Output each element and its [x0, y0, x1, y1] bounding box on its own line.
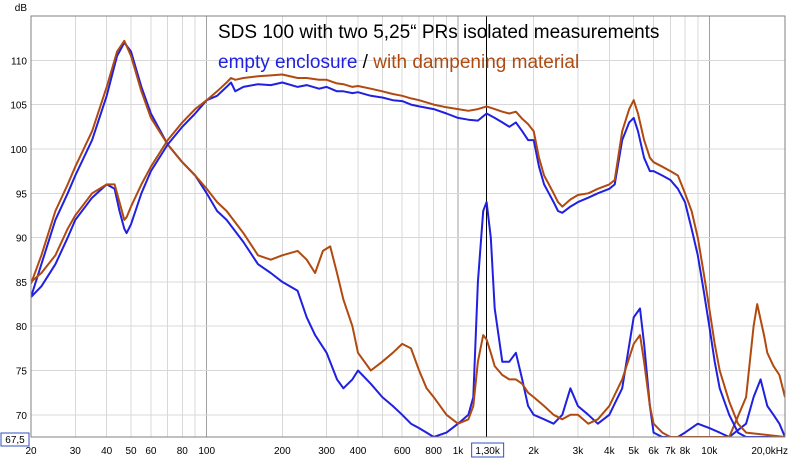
y-axis-label: dB — [15, 3, 28, 14]
grid — [31, 16, 785, 437]
y-tick-label: 90 — [16, 234, 28, 245]
y-min-readout-text: 67,5 — [5, 435, 25, 446]
x-cursor-readout: 1,30k — [471, 442, 505, 458]
y-tick-label: 85 — [16, 278, 28, 289]
axis-layer: 70 75 80 85 90 95 100 105 110 dB 67,520 30 40 50 60 80 1… — [0, 3, 788, 458]
legend-empty-enclosure: empty enclosure — [218, 52, 357, 73]
chart-subtitle: empty enclosure / with dampening materia… — [218, 52, 579, 73]
x-cursor-readout-box — [471, 442, 505, 458]
x-tick-label: 600 — [394, 446, 411, 457]
x-tick-label: 2k — [528, 446, 540, 457]
y-tick-label: 100 — [10, 145, 27, 156]
x-tick-label: 10k — [701, 446, 718, 457]
x-tick-label: 400 — [350, 446, 367, 457]
legend-separator: / — [357, 52, 373, 73]
y-tick-label: 105 — [10, 101, 27, 112]
y-tick-label: 110 — [11, 56, 27, 67]
plot-frame — [30, 15, 786, 438]
x-tick-label: 3k — [573, 446, 585, 457]
x-tick-label: 100 — [198, 446, 215, 457]
x-tick-label: 20 — [25, 446, 37, 457]
legend-with-dampening: with dampening material — [372, 52, 579, 73]
series-line-pr-damped — [31, 73, 785, 437]
x-tick-label: 5k — [628, 446, 640, 457]
x-tick-label: 7k — [665, 446, 677, 457]
y-tick-label: 75 — [16, 367, 28, 378]
x-tick-label: 6k — [648, 446, 660, 457]
y-tick-label: 80 — [16, 322, 28, 333]
y-tick-label: 95 — [16, 189, 28, 200]
y-min-readout: 67,5 — [0, 432, 30, 447]
x-tick-label: 8k — [680, 446, 692, 457]
x-tick-label: 20,0kHz — [751, 446, 788, 457]
x-tick-label: 30 — [70, 446, 82, 457]
x-tick-label: 80 — [177, 446, 189, 457]
x-tick-label: 4k — [604, 446, 616, 457]
x-tick-label: 800 — [425, 446, 442, 457]
x-tick-label: 50 — [125, 446, 137, 457]
title-layer: SDS 100 with two 5,25“ PRs isolated meas… — [218, 22, 659, 73]
x-tick-label: 200 — [274, 446, 291, 457]
series-line-woofer-damped — [31, 39, 785, 437]
series-layer — [31, 39, 785, 437]
x-tick-label: 40 — [101, 446, 113, 457]
chart-title: SDS 100 with two 5,25“ PRs isolated meas… — [218, 22, 659, 43]
x-cursor-readout-text: 1,30k — [475, 446, 500, 457]
y-tick-label: 70 — [16, 411, 28, 422]
x-tick-label: 300 — [318, 446, 335, 457]
series-line-pr-empty — [31, 81, 785, 437]
x-tick-label: 60 — [145, 446, 157, 457]
y-min-readout-box — [0, 432, 30, 447]
x-tick-label: 1k — [453, 446, 465, 457]
